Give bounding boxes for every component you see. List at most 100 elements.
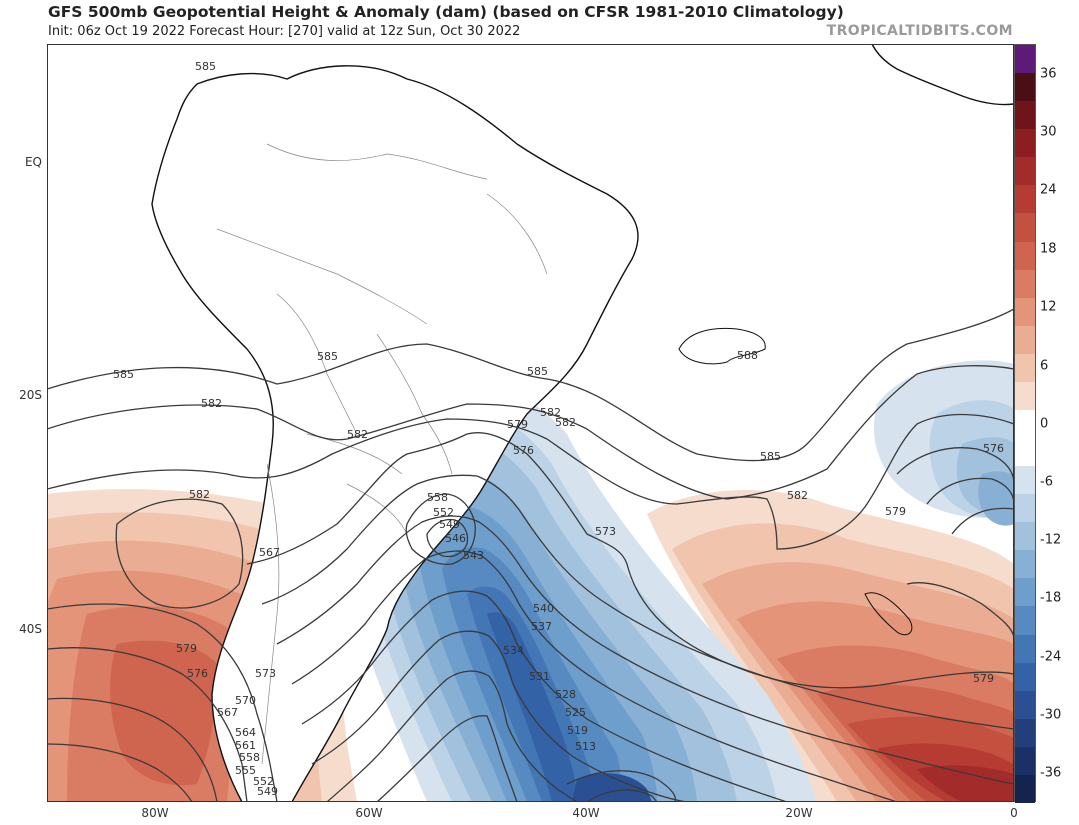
contour-label: 558 xyxy=(239,751,260,764)
lon-label-60w: 60W xyxy=(355,806,383,820)
map-subtitle: Init: 06z Oct 19 2022 Forecast Hour: [27… xyxy=(48,24,521,39)
lat-label-eq: EQ xyxy=(24,155,42,169)
contour-label: 582 xyxy=(201,397,222,410)
contour-label: 567 xyxy=(259,546,280,559)
colorbar-tick-label: 36 xyxy=(1040,66,1057,82)
map-title: GFS 500mb Geopotential Height & Anomaly … xyxy=(48,3,844,21)
colorbar-swatch xyxy=(1015,73,1035,102)
lat-label-40s: 40S xyxy=(19,622,42,636)
colorbar-tick-label: 6 xyxy=(1040,358,1049,374)
colorbar-swatch xyxy=(1015,494,1035,523)
colorbar-swatch xyxy=(1015,101,1035,130)
contour-label: 582 xyxy=(555,416,576,429)
contour-label: 561 xyxy=(235,739,256,752)
contour-label: 585 xyxy=(527,365,548,378)
colorbar-tick-label: -18 xyxy=(1040,590,1062,606)
contour-label: 567 xyxy=(217,706,238,719)
contour-label: 579 xyxy=(507,418,528,431)
colorbar-swatch xyxy=(1015,157,1035,186)
contour-label: 570 xyxy=(235,694,256,707)
colorbar-swatch xyxy=(1015,438,1035,467)
colorbar-swatch xyxy=(1015,718,1035,748)
contour-label: 576 xyxy=(513,444,534,457)
contour-label: 540 xyxy=(533,602,554,615)
contour-label: 582 xyxy=(189,488,210,501)
contour-label: 582 xyxy=(787,489,808,502)
colorbar-swatch xyxy=(1015,269,1035,299)
contour-label: 579 xyxy=(885,505,906,518)
contour-labels: 5855855855855855825825825825825825795795… xyxy=(113,60,1004,798)
contour-label: 579 xyxy=(973,672,994,685)
colorbar-swatch xyxy=(1015,466,1035,495)
africa-land xyxy=(871,44,1014,106)
lon-label-80w: 80W xyxy=(141,806,169,820)
contour-label: 585 xyxy=(113,368,134,381)
colorbar-tick-label: -36 xyxy=(1040,765,1062,781)
contour-label: 549 xyxy=(439,518,460,531)
contour-label: 549 xyxy=(257,785,278,798)
colorbar-swatch xyxy=(1015,690,1035,720)
colorbar-swatch xyxy=(1015,774,1035,804)
colorbar-tick-label: 24 xyxy=(1040,182,1057,198)
contour-label: 525 xyxy=(565,706,586,719)
contour-label: 537 xyxy=(531,620,552,633)
contour-label: 513 xyxy=(575,740,596,753)
map-panel: 5855855855855855825825825825825825795795… xyxy=(47,44,1014,802)
colorbar-tick-label: -6 xyxy=(1040,474,1053,490)
colorbar-swatch xyxy=(1015,213,1035,242)
contour-label: 585 xyxy=(317,350,338,363)
colorbar-swatch xyxy=(1015,297,1035,327)
contour-label: 564 xyxy=(235,726,256,739)
contour-label: 528 xyxy=(555,688,576,701)
colorbar-tick-label: -24 xyxy=(1040,649,1062,665)
height-contours xyxy=(47,308,1014,802)
lon-label-20w: 20W xyxy=(785,806,813,820)
colorbar-tick-label: -12 xyxy=(1040,532,1062,548)
contour-label: 543 xyxy=(463,549,484,562)
island xyxy=(678,327,766,365)
colorbar-swatch xyxy=(1015,578,1035,607)
contour-label: 573 xyxy=(255,667,276,680)
colorbar-swatch xyxy=(1015,522,1035,551)
contour-label: 558 xyxy=(427,491,448,504)
contour-label: 579 xyxy=(176,642,197,655)
map-frame xyxy=(47,44,1014,802)
contour-label: 585 xyxy=(195,60,216,73)
colorbar-swatch xyxy=(1015,634,1035,664)
colorbar-swatch xyxy=(1015,241,1035,271)
contour-label: 576 xyxy=(983,442,1004,455)
contour-label: 546 xyxy=(445,532,466,545)
contour-label: 582 xyxy=(347,428,368,441)
colorbar-tick-label: 0 xyxy=(1040,416,1049,432)
contour-label: 531 xyxy=(529,670,550,683)
contour-label: 552 xyxy=(433,506,454,519)
colorbar-swatch xyxy=(1015,606,1035,636)
colorbar-swatch xyxy=(1015,325,1035,355)
colorbar-swatch xyxy=(1015,381,1035,411)
contour-label: 552 xyxy=(253,775,274,788)
colorbar-tick-label: 18 xyxy=(1040,241,1057,257)
colorbar-swatch xyxy=(1015,550,1035,579)
contour-label: 576 xyxy=(187,667,208,680)
contour-label: 585 xyxy=(760,450,781,463)
island xyxy=(864,592,913,636)
contour-label: 588 xyxy=(737,349,758,362)
contour-label: 582 xyxy=(540,406,561,419)
brand-watermark: TROPICALTIDBITS.COM xyxy=(826,23,1013,39)
lon-label-40w: 40W xyxy=(572,806,600,820)
contour-label: 534 xyxy=(503,644,524,657)
colorbar-swatch xyxy=(1015,353,1035,383)
contour-label: 519 xyxy=(567,724,588,737)
colorbar-swatch xyxy=(1015,746,1035,776)
colorbar xyxy=(1014,44,1036,804)
warm-anomaly-east xyxy=(647,490,1014,802)
colorbar-swatch xyxy=(1015,45,1035,74)
colorbar-tick-label: 30 xyxy=(1040,124,1057,140)
contour-label: 555 xyxy=(235,764,256,777)
colorbar-swatch xyxy=(1015,185,1035,214)
colorbar-tick-label: -30 xyxy=(1040,707,1062,723)
colorbar-tick-label: 12 xyxy=(1040,299,1057,315)
colorbar-swatch xyxy=(1015,129,1035,158)
lat-label-20s: 20S xyxy=(19,388,42,402)
colorbar-swatch xyxy=(1015,409,1035,439)
